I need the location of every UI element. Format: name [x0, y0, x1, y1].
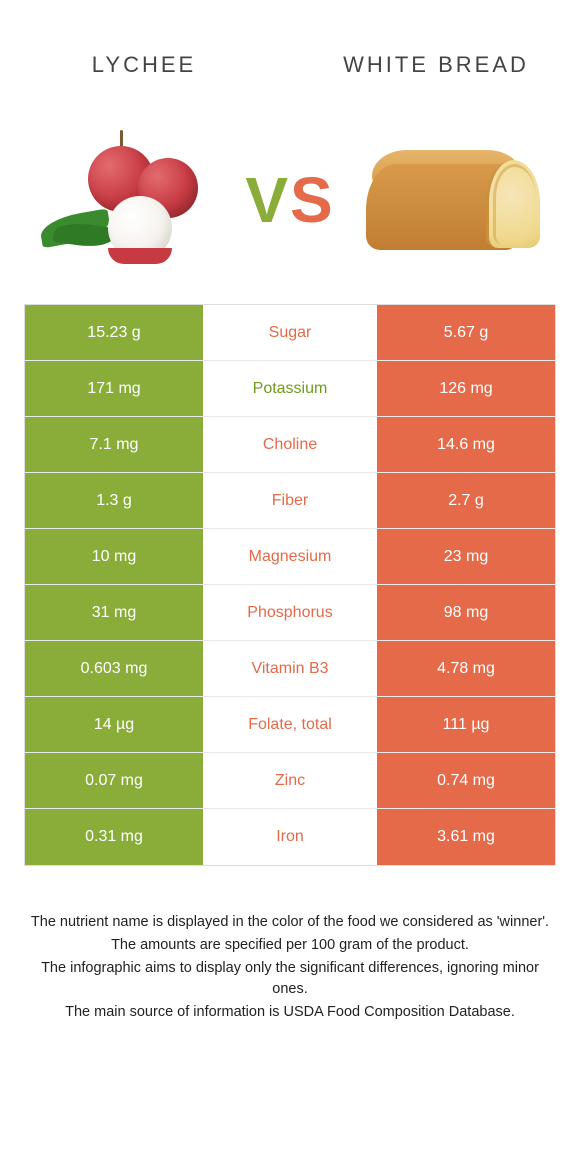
- right-value: 98 mg: [377, 585, 555, 640]
- left-food-title: Lychee: [44, 52, 244, 78]
- table-row: 171 mgPotassium126 mg: [25, 361, 555, 417]
- image-row: VS: [24, 110, 556, 290]
- nutrient-label: Sugar: [203, 305, 377, 360]
- vs-label: VS: [245, 163, 334, 237]
- vs-s: S: [290, 164, 335, 236]
- table-row: 31 mgPhosphorus98 mg: [25, 585, 555, 641]
- nutrient-label: Phosphorus: [203, 585, 377, 640]
- right-food-title: White bread: [336, 51, 536, 80]
- table-row: 1.3 gFiber2.7 g: [25, 473, 555, 529]
- left-value: 171 mg: [25, 361, 203, 416]
- nutrient-label: Vitamin B3: [203, 641, 377, 696]
- nutrient-label: Choline: [203, 417, 377, 472]
- header: Lychee White bread: [24, 20, 556, 110]
- nutrient-label: Iron: [203, 809, 377, 865]
- table-row: 0.603 mgVitamin B34.78 mg: [25, 641, 555, 697]
- right-value: 2.7 g: [377, 473, 555, 528]
- vs-v: V: [245, 164, 290, 236]
- right-value: 23 mg: [377, 529, 555, 584]
- table-row: 10 mgMagnesium23 mg: [25, 529, 555, 585]
- left-value: 7.1 mg: [25, 417, 203, 472]
- left-value: 14 µg: [25, 697, 203, 752]
- left-value: 0.31 mg: [25, 809, 203, 865]
- right-value: 111 µg: [377, 697, 555, 752]
- right-value: 5.67 g: [377, 305, 555, 360]
- table-row: 0.07 mgZinc0.74 mg: [25, 753, 555, 809]
- nutrient-table: 15.23 gSugar5.67 g171 mgPotassium126 mg7…: [24, 304, 556, 866]
- left-title-text: Lychee: [44, 52, 244, 78]
- left-value: 31 mg: [25, 585, 203, 640]
- table-row: 0.31 mgIron3.61 mg: [25, 809, 555, 865]
- right-value: 3.61 mg: [377, 809, 555, 865]
- footnote-line: The nutrient name is displayed in the co…: [30, 912, 550, 933]
- footnote-line: The amounts are specified per 100 gram o…: [30, 935, 550, 956]
- nutrient-label: Fiber: [203, 473, 377, 528]
- nutrient-label: Zinc: [203, 753, 377, 808]
- footnote-line: The infographic aims to display only the…: [30, 958, 550, 1000]
- right-title-text: White bread: [336, 51, 536, 80]
- nutrient-label: Folate, total: [203, 697, 377, 752]
- footnote-line: The main source of information is USDA F…: [30, 1002, 550, 1023]
- right-value: 126 mg: [377, 361, 555, 416]
- right-value: 0.74 mg: [377, 753, 555, 808]
- table-row: 15.23 gSugar5.67 g: [25, 305, 555, 361]
- left-value: 1.3 g: [25, 473, 203, 528]
- left-value: 10 mg: [25, 529, 203, 584]
- nutrient-label: Magnesium: [203, 529, 377, 584]
- footnotes: The nutrient name is displayed in the co…: [24, 912, 556, 1023]
- table-row: 7.1 mgCholine14.6 mg: [25, 417, 555, 473]
- table-row: 14 µgFolate, total111 µg: [25, 697, 555, 753]
- bread-image: [358, 120, 548, 280]
- lychee-image: [32, 120, 222, 280]
- right-value: 4.78 mg: [377, 641, 555, 696]
- nutrient-label: Potassium: [203, 361, 377, 416]
- right-value: 14.6 mg: [377, 417, 555, 472]
- left-value: 0.603 mg: [25, 641, 203, 696]
- left-value: 0.07 mg: [25, 753, 203, 808]
- left-value: 15.23 g: [25, 305, 203, 360]
